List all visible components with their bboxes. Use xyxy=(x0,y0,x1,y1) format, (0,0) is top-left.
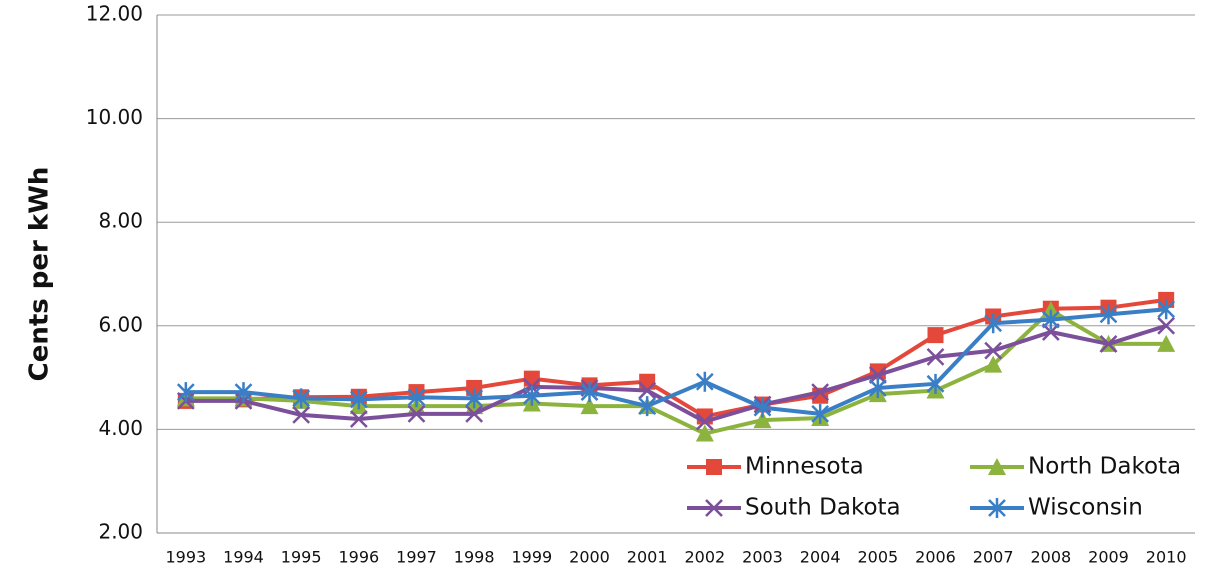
x-tick-label: 2003 xyxy=(742,548,783,567)
marker xyxy=(466,379,483,396)
marker xyxy=(234,382,253,403)
marker xyxy=(465,404,484,423)
marker xyxy=(580,382,599,403)
legend-label: South Dakota xyxy=(745,495,901,521)
x-tick-label: 1998 xyxy=(454,548,495,567)
marker xyxy=(811,383,830,401)
marker xyxy=(1099,335,1118,353)
x-tick-label: 2004 xyxy=(800,548,841,567)
legend-label: Wisconsin xyxy=(1028,495,1143,521)
marker xyxy=(753,411,772,429)
marker xyxy=(1157,316,1176,335)
marker xyxy=(349,389,368,410)
marker xyxy=(988,498,1006,518)
marker xyxy=(639,373,656,390)
x-tick-label: 2001 xyxy=(627,548,668,567)
marker xyxy=(1099,304,1118,325)
marker xyxy=(706,459,722,475)
marker xyxy=(638,396,657,417)
x-tick-label: 2008 xyxy=(1030,548,1071,567)
marker xyxy=(407,404,426,423)
marker xyxy=(580,397,599,415)
y-tick-label: 12.00 xyxy=(86,2,143,26)
marker xyxy=(926,347,945,366)
marker xyxy=(984,341,1003,360)
marker xyxy=(407,387,426,408)
y-tick-label: 2.00 xyxy=(98,520,143,544)
marker xyxy=(695,424,714,442)
series-line xyxy=(185,323,1167,424)
marker xyxy=(1157,299,1176,320)
x-tick-label: 2002 xyxy=(684,548,725,567)
x-tick-label: 1994 xyxy=(223,548,264,567)
marker xyxy=(868,366,887,384)
legend-label: Minnesota xyxy=(745,454,864,480)
marker xyxy=(522,385,541,406)
y-tick-label: 8.00 xyxy=(98,209,143,233)
marker xyxy=(868,377,887,398)
marker xyxy=(523,370,540,387)
y-axis-label: Cents per kWh xyxy=(25,167,55,382)
series-line xyxy=(185,308,1167,436)
x-tick-label: 2005 xyxy=(857,548,898,567)
y-tick-label: 6.00 xyxy=(98,312,143,336)
marker xyxy=(695,371,714,392)
series-line xyxy=(185,297,1167,419)
marker xyxy=(465,388,484,409)
x-tick-label: 1997 xyxy=(396,548,437,567)
marker xyxy=(988,458,1006,475)
marker xyxy=(292,406,311,424)
x-tick-label: 1996 xyxy=(338,548,379,567)
x-tick-label: 1999 xyxy=(511,548,552,567)
marker xyxy=(1157,334,1176,352)
x-tick-label: 2009 xyxy=(1088,548,1129,567)
y-tick-label: 10.00 xyxy=(86,105,143,129)
x-tick-label: 2006 xyxy=(915,548,956,567)
x-tick-label: 1993 xyxy=(165,548,206,567)
y-tick-label: 4.00 xyxy=(98,416,143,440)
marker xyxy=(176,382,195,403)
marker xyxy=(705,499,723,517)
marker xyxy=(1041,309,1060,330)
legend-label: North Dakota xyxy=(1028,454,1181,480)
marker xyxy=(811,403,830,424)
x-tick-label: 2000 xyxy=(569,548,610,567)
x-tick-label: 2010 xyxy=(1146,548,1187,567)
x-tick-label: 1995 xyxy=(281,548,322,567)
marker xyxy=(292,388,311,409)
x-tick-label: 2007 xyxy=(973,548,1014,567)
marker xyxy=(638,381,657,400)
marker xyxy=(695,412,714,431)
marker xyxy=(927,327,944,344)
series-line xyxy=(185,307,1167,416)
marker xyxy=(926,373,945,394)
marker xyxy=(984,313,1003,334)
marker xyxy=(349,410,368,428)
marker xyxy=(984,355,1003,373)
marker xyxy=(753,397,772,418)
